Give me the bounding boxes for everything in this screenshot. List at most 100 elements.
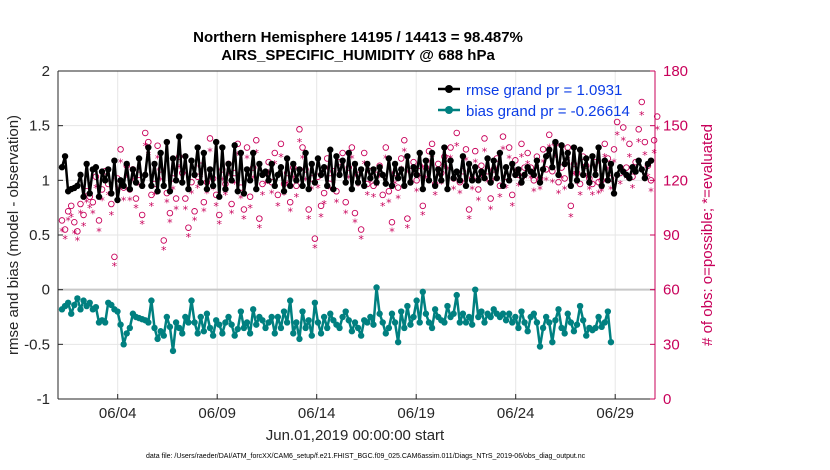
chart-title: Northern Hemisphere 14195 / 14413 = 98.4… — [193, 29, 523, 46]
rmse-marker — [101, 177, 109, 184]
bias-marker — [228, 321, 235, 328]
obs-possible-marker — [148, 191, 155, 199]
bias-marker — [283, 319, 291, 326]
rmse-marker — [311, 179, 319, 186]
rmse-marker — [148, 182, 155, 189]
obs-evaluated-marker: * — [405, 222, 411, 235]
rmse-marker — [333, 153, 340, 160]
obs-evaluated-marker: * — [81, 220, 87, 233]
bias-marker — [234, 325, 241, 333]
bias-marker — [407, 321, 414, 328]
obs-evaluated-marker: * — [232, 178, 238, 191]
bias-marker — [505, 310, 513, 317]
rmse-marker — [336, 171, 343, 179]
obs-possible-marker — [641, 138, 649, 146]
obs-evaluated-marker: * — [377, 171, 383, 184]
bias-marker — [117, 321, 124, 328]
obs-evaluated-marker: * — [491, 175, 497, 188]
obs-evaluated-marker: * — [642, 149, 648, 162]
rmse-marker — [604, 177, 612, 184]
obs-evaluated-marker: * — [346, 173, 352, 186]
rmse-marker — [231, 142, 238, 149]
obs-evaluated-marker: * — [482, 145, 488, 158]
rmse-marker — [209, 182, 217, 189]
obs-evaluated-marker: * — [223, 189, 229, 202]
rmse-marker — [444, 185, 451, 193]
bias-marker — [262, 324, 269, 332]
rmse-marker — [200, 149, 208, 157]
bias-marker — [320, 313, 328, 321]
y-tick-label: 2 — [42, 63, 50, 80]
bias-marker — [583, 332, 590, 339]
bias-marker — [604, 308, 612, 315]
rmse-marker — [376, 164, 383, 171]
rmse-marker — [253, 185, 260, 193]
obs-possible-marker — [216, 211, 223, 219]
obs-evaluated-marker: * — [99, 195, 105, 208]
obs-evaluated-marker: * — [72, 227, 78, 240]
obs-evaluated-marker: * — [349, 153, 355, 166]
obs-evaluated-marker: * — [371, 191, 377, 204]
bias-marker — [524, 328, 531, 335]
bias-marker — [410, 313, 417, 321]
rmse-marker — [555, 171, 562, 179]
x-tick-label: 06/14 — [298, 405, 336, 422]
bias-marker — [462, 319, 470, 326]
y-tick-label: 1.5 — [29, 118, 50, 135]
bias-marker — [509, 319, 516, 326]
obs-evaluated-marker: * — [269, 187, 275, 200]
bias-marker — [123, 330, 130, 337]
bias-marker — [231, 332, 238, 339]
obs-possible-marker — [108, 200, 115, 208]
rmse-marker — [518, 179, 525, 186]
obs-evaluated-marker: * — [386, 196, 392, 209]
rmse-marker — [185, 185, 192, 193]
y-right-tick-label: 120 — [663, 172, 688, 189]
obs-evaluated-marker: * — [294, 191, 300, 204]
obs-possible-marker — [77, 200, 84, 208]
bias-marker — [385, 324, 393, 332]
obs-evaluated-marker: * — [426, 156, 432, 169]
bias-marker — [188, 297, 195, 304]
rmse-marker — [169, 155, 177, 162]
rmse-marker — [80, 193, 87, 200]
bias-marker — [296, 335, 303, 343]
rmse-marker — [58, 164, 66, 171]
rmse-marker — [533, 157, 541, 164]
rmse-marker — [120, 182, 127, 189]
rmse-marker — [573, 177, 581, 184]
obs-possible-marker — [626, 140, 633, 148]
obs-evaluated-marker: * — [648, 185, 654, 198]
obs-evaluated-marker: * — [204, 187, 210, 200]
rmse-marker — [246, 177, 254, 184]
obs-evaluated-marker: * — [590, 189, 596, 202]
obs-possible-marker — [64, 208, 72, 215]
bias-marker — [225, 313, 232, 321]
obs-evaluated-marker: * — [139, 218, 145, 231]
obs-evaluated-marker: * — [158, 175, 164, 188]
rmse-marker — [589, 153, 596, 160]
bias-marker — [530, 310, 538, 317]
bias-marker — [542, 313, 550, 321]
obs-evaluated-marker: * — [602, 151, 608, 164]
rmse-marker — [83, 160, 90, 168]
rmse-marker — [327, 146, 334, 153]
rmse-marker — [280, 188, 288, 195]
obs-evaluated-marker: * — [238, 193, 244, 206]
obs-possible-marker — [623, 164, 630, 171]
bias-marker — [172, 319, 180, 326]
obs-evaluated-marker: * — [164, 196, 170, 209]
rmse-marker — [216, 193, 223, 200]
obs-possible-marker — [253, 136, 260, 144]
rmse-marker — [626, 174, 633, 182]
bias-marker — [185, 319, 192, 326]
rmse-marker — [117, 177, 124, 184]
obs-possible-marker — [447, 144, 454, 151]
bias-marker — [191, 319, 198, 326]
bias-marker — [77, 306, 84, 313]
bias-marker — [561, 330, 568, 337]
obs-possible-marker — [539, 146, 547, 153]
rmse-marker — [453, 168, 460, 175]
rmse-marker — [182, 153, 189, 160]
rmse-marker — [175, 133, 183, 140]
